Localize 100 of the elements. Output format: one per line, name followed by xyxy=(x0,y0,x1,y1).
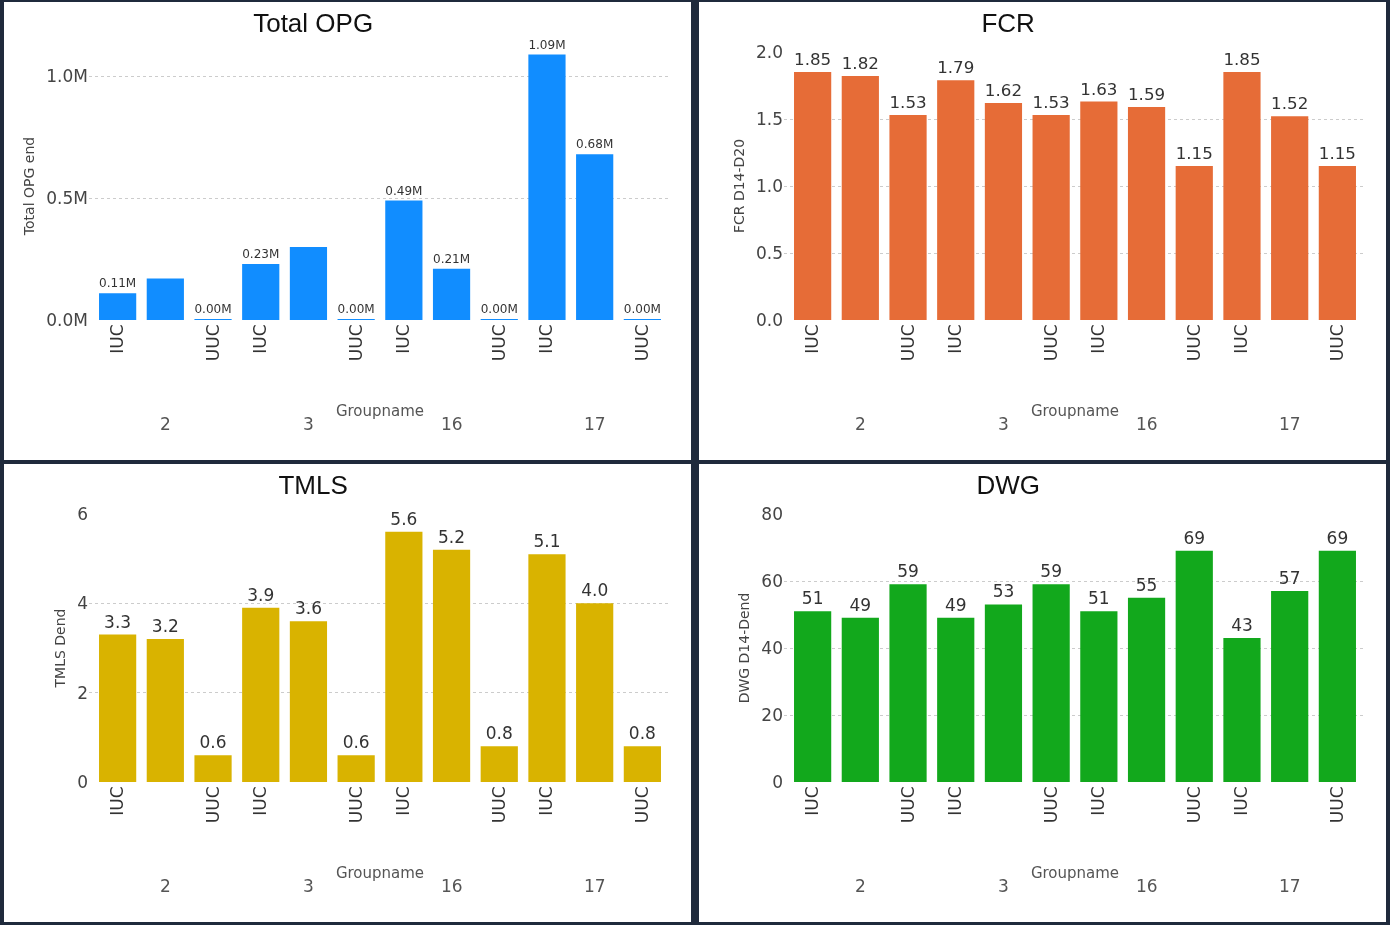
chart-title: Total OPG xyxy=(253,7,374,38)
bar xyxy=(794,611,832,782)
bar xyxy=(1223,72,1261,320)
data-label: 3.9 xyxy=(247,584,275,605)
bar xyxy=(1223,637,1261,782)
data-label: 1.09M xyxy=(528,37,566,52)
x-tick-label: IUC xyxy=(250,786,271,816)
y-tick-label: 0.5 xyxy=(755,242,783,263)
x-tick-label: UUC xyxy=(1183,786,1204,824)
y-tick-label: 0.0 xyxy=(755,309,783,330)
y-tick-label: 2 xyxy=(77,682,88,703)
x-tick-label: UUC xyxy=(1326,324,1347,362)
data-label: 0.00M xyxy=(337,302,375,317)
data-label: 1.63 xyxy=(1080,78,1118,99)
bar xyxy=(1271,591,1309,782)
bar xyxy=(99,293,137,320)
x-tick-label: UUC xyxy=(1183,324,1204,362)
bar xyxy=(889,114,927,320)
y-tick-label: 0.0M xyxy=(46,309,88,330)
bar xyxy=(623,746,661,782)
data-label: 69 xyxy=(1326,527,1349,548)
data-label: 0.6 xyxy=(342,732,370,753)
text: 17 xyxy=(584,876,606,896)
bar xyxy=(937,80,975,320)
x-tick-label: UUC xyxy=(488,324,509,362)
text: 3 xyxy=(303,876,314,896)
data-label: 55 xyxy=(1135,574,1158,595)
x-tick-label: IUC xyxy=(107,786,128,816)
data-label: 0.00M xyxy=(623,302,661,317)
bar xyxy=(242,607,280,782)
data-label: 1.52 xyxy=(1271,93,1309,114)
bar xyxy=(984,604,1023,782)
x-tick-label: IUC xyxy=(1231,324,1252,354)
data-label: 49 xyxy=(944,594,967,615)
text: 16 xyxy=(1136,876,1158,896)
bar xyxy=(841,76,879,320)
data-label: 1.85 xyxy=(1223,49,1261,70)
data-label: 1.53 xyxy=(1032,92,1070,113)
x-tick-label: IUC xyxy=(1088,786,1109,816)
y-tick-label: 60 xyxy=(761,570,783,591)
x-tick-label: IUC xyxy=(1231,786,1252,816)
bar xyxy=(480,746,518,782)
bar xyxy=(289,621,328,782)
data-label: 0.8 xyxy=(628,723,656,744)
data-label: 1.15 xyxy=(1175,142,1213,163)
data-label: 1.59 xyxy=(1127,84,1166,105)
text: 3 xyxy=(998,876,1009,896)
data-label: 1.62 xyxy=(984,79,1023,100)
data-label: 5.6 xyxy=(390,508,418,529)
x-tick-label: UUC xyxy=(202,324,223,362)
x-tick-label: UUC xyxy=(897,786,918,824)
bar xyxy=(1127,597,1166,782)
data-label: 0.00M xyxy=(480,302,518,317)
bar xyxy=(1127,106,1166,320)
bar xyxy=(528,554,566,782)
x-tick-label: UUC xyxy=(345,786,366,824)
y-tick-label: 2.0 xyxy=(755,41,783,62)
data-label: 43 xyxy=(1231,614,1253,635)
y-axis-title: DWG D14-Dend xyxy=(735,592,752,704)
x-axis-title: Groupname xyxy=(335,864,425,883)
x-tick-label: IUC xyxy=(393,324,414,354)
bar xyxy=(242,263,280,320)
text: 17 xyxy=(1279,876,1301,896)
bar xyxy=(385,531,423,782)
data-label: 0.68M xyxy=(576,137,614,152)
bar xyxy=(1080,611,1118,782)
x-tick-label: IUC xyxy=(802,786,823,816)
bar xyxy=(794,72,832,320)
x-tick-label: UUC xyxy=(1326,786,1347,824)
data-label: 53 xyxy=(992,581,1015,602)
bar xyxy=(1271,116,1309,320)
bar xyxy=(385,200,423,320)
bar xyxy=(576,603,614,782)
data-label: 51 xyxy=(801,588,824,609)
y-tick-label: 0.5M xyxy=(46,188,88,209)
bar xyxy=(576,154,614,320)
y-tick-label: 6 xyxy=(77,503,88,524)
data-label: 49 xyxy=(849,594,872,615)
bar xyxy=(289,246,328,320)
text: 17 xyxy=(1279,414,1301,434)
x-tick-label: IUC xyxy=(945,324,966,354)
bar xyxy=(432,268,471,320)
data-label: 3.2 xyxy=(151,616,179,637)
y-tick-label: 1.0 xyxy=(755,175,783,196)
bar xyxy=(841,617,879,782)
bar xyxy=(1032,584,1070,782)
y-tick-label: 4 xyxy=(77,593,88,614)
y-tick-label: 1.5 xyxy=(755,108,783,129)
x-tick-label: IUC xyxy=(945,786,966,816)
data-label: 0.00M xyxy=(194,302,232,317)
y-axis-title: TMLS Dend xyxy=(51,608,68,689)
data-label: 1.79 xyxy=(937,57,975,78)
bar xyxy=(432,549,471,782)
bar xyxy=(146,278,184,320)
chart-title: DWG xyxy=(976,469,1040,500)
text: 3 xyxy=(303,414,314,434)
data-label: 4.0 xyxy=(581,580,609,601)
x-tick-label: IUC xyxy=(536,324,557,354)
data-label: 0.6 xyxy=(199,732,227,753)
x-axis-title: Groupname xyxy=(335,402,425,421)
